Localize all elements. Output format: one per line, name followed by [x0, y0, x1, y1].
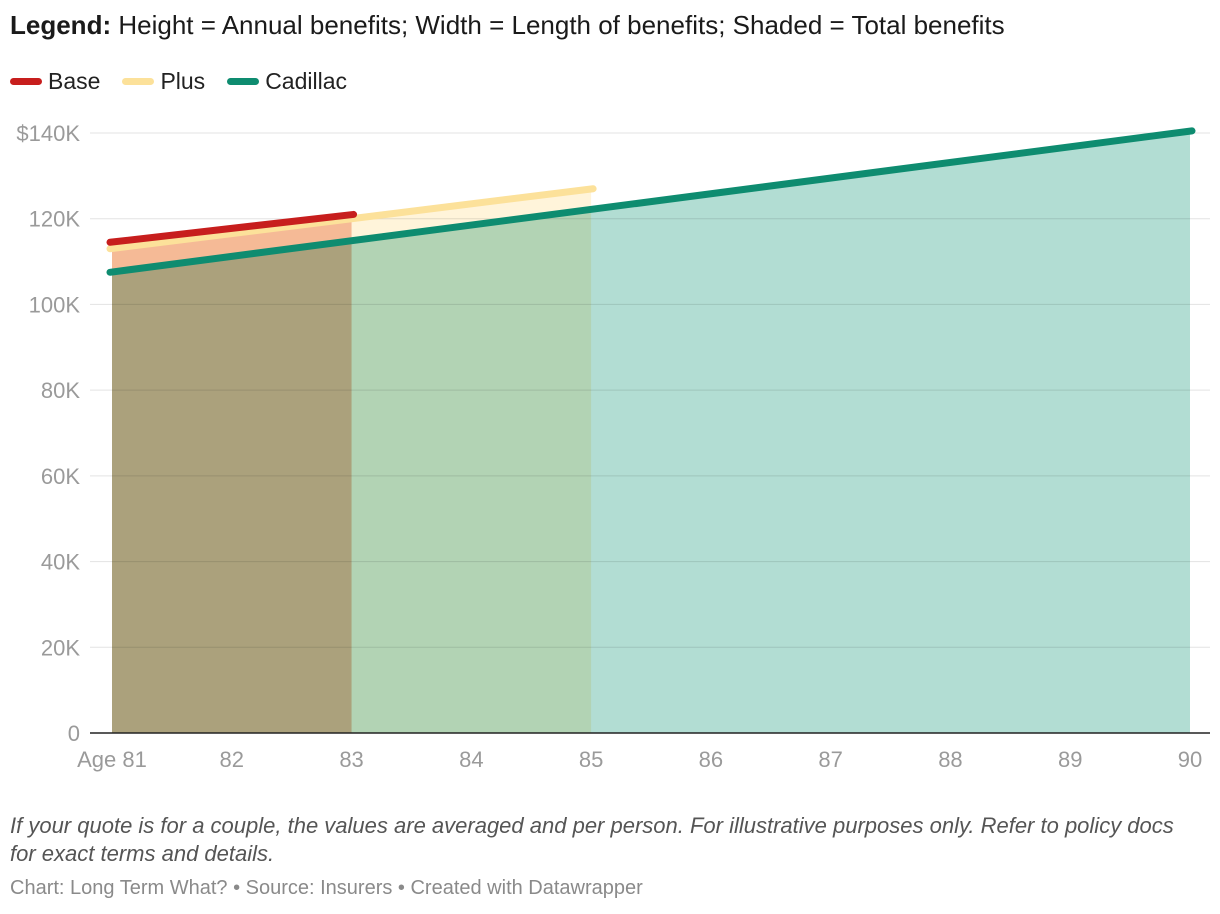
x-tick-label: 89	[1058, 747, 1082, 772]
area-base	[112, 214, 352, 733]
y-tick-label: 100K	[29, 292, 81, 317]
x-tick-label: 85	[579, 747, 603, 772]
legend-note: Legend: Height = Annual benefits; Width …	[10, 10, 1005, 41]
y-tick-label: 20K	[41, 635, 80, 660]
y-tick-label: 40K	[41, 550, 80, 575]
legend-label-cadillac: Cadillac	[265, 68, 348, 94]
legend-swatch-base	[10, 78, 42, 85]
legend-swatch-plus	[122, 78, 155, 85]
legend-item-cadillac: Cadillac	[227, 68, 347, 95]
y-tick-label: 0	[68, 721, 80, 746]
footnote: If your quote is for a couple, the value…	[10, 813, 1174, 866]
x-tick-label: 90	[1178, 747, 1202, 772]
legend-label-base: Base	[48, 68, 101, 94]
x-tick-label: 87	[818, 747, 842, 772]
legend-item-base: Base	[10, 68, 100, 95]
y-tick-label: 80K	[41, 378, 80, 403]
x-tick-label: 82	[220, 747, 244, 772]
y-tick-label: $140K	[16, 121, 80, 146]
x-tick-label: 86	[699, 747, 723, 772]
line-plus	[106, 185, 597, 253]
legend-note-label: Legend:	[10, 10, 112, 40]
legend-swatch-cadillac	[227, 78, 260, 85]
line-base	[106, 210, 358, 246]
y-tick-label: 60K	[41, 464, 80, 489]
x-tick-label: 83	[339, 747, 363, 772]
series-legend: Base Plus Cadillac	[10, 68, 369, 95]
x-tick-label: 88	[938, 747, 962, 772]
y-tick-label: 120K	[29, 207, 81, 232]
legend-label-plus: Plus	[160, 68, 206, 94]
x-tick-label: Age 81	[77, 747, 147, 772]
line-cadillac	[106, 127, 1196, 276]
legend-note-text: Height = Annual benefits; Width = Length…	[118, 10, 1005, 40]
credit-line: Chart: Long Term What? • Source: Insurer…	[10, 877, 643, 899]
x-tick-label: 84	[459, 747, 483, 772]
legend-item-plus: Plus	[122, 68, 205, 95]
